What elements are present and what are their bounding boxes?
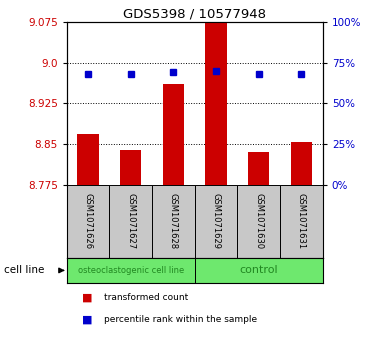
Bar bbox=[195, 258, 323, 283]
Text: GSM1071631: GSM1071631 bbox=[297, 193, 306, 249]
Bar bbox=[206, 23, 227, 185]
Bar bbox=[78, 134, 99, 185]
Text: ■: ■ bbox=[82, 293, 92, 303]
Text: GSM1071630: GSM1071630 bbox=[254, 193, 263, 249]
Text: transformed count: transformed count bbox=[104, 293, 188, 302]
Bar bbox=[109, 185, 152, 258]
Title: GDS5398 / 10577948: GDS5398 / 10577948 bbox=[123, 8, 266, 21]
Bar bbox=[248, 152, 269, 185]
Text: percentile rank within the sample: percentile rank within the sample bbox=[104, 315, 257, 324]
Text: control: control bbox=[239, 265, 278, 276]
Text: GSM1071628: GSM1071628 bbox=[169, 193, 178, 249]
Bar bbox=[237, 185, 280, 258]
Text: cell line: cell line bbox=[4, 265, 44, 276]
Bar bbox=[163, 84, 184, 185]
Text: GSM1071629: GSM1071629 bbox=[211, 193, 221, 249]
Bar bbox=[291, 142, 312, 185]
Bar bbox=[67, 258, 195, 283]
Text: GSM1071626: GSM1071626 bbox=[83, 193, 93, 249]
Bar bbox=[120, 150, 141, 185]
Text: ■: ■ bbox=[82, 314, 92, 325]
Text: GSM1071627: GSM1071627 bbox=[126, 193, 135, 249]
Bar bbox=[280, 185, 323, 258]
Bar bbox=[67, 185, 109, 258]
Bar bbox=[152, 185, 195, 258]
Text: osteoclastogenic cell line: osteoclastogenic cell line bbox=[78, 266, 184, 275]
Bar bbox=[195, 185, 237, 258]
